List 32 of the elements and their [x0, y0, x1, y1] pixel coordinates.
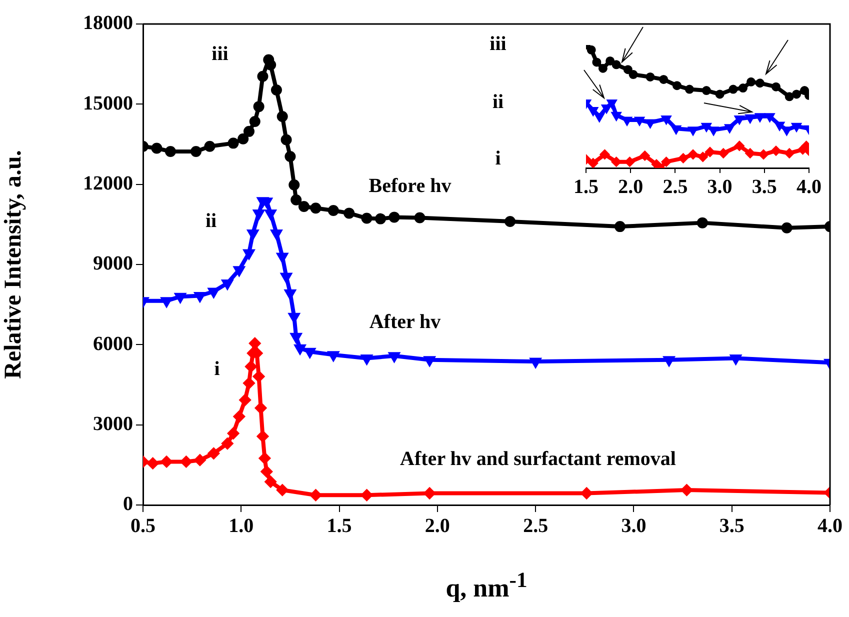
y-tick-label: 15000: [83, 92, 133, 114]
annotation: After hv: [369, 311, 441, 334]
x-axis-title: q, nm$^{-1}$: [444, 568, 528, 604]
x-tick-label: 3.0: [621, 515, 646, 538]
x-tick-label: 3.5: [752, 176, 777, 198]
annotation: Before hv: [368, 175, 452, 198]
y-tick-label: 9000: [93, 252, 133, 275]
annotation: iii: [490, 33, 507, 56]
annotation: After hv and surfactant removal: [400, 448, 676, 470]
annotation: ii: [492, 90, 504, 113]
annotation: iii: [212, 43, 229, 66]
x-tick-label: 1.5: [574, 176, 598, 198]
x-tick-label: 2.0: [424, 515, 450, 538]
annotation: i: [214, 358, 220, 380]
y-tick-label: 12000: [83, 172, 133, 195]
x-tick-label: 3.0: [707, 176, 732, 198]
y-tick-label: 6000: [93, 332, 133, 355]
x-tick-label: 4.0: [796, 176, 822, 198]
annotation: ii: [205, 210, 217, 232]
x-tick-label: 1.5: [326, 515, 352, 538]
x-tick-label: 0.5: [130, 515, 156, 538]
x-tick-label: 4.0: [818, 515, 842, 538]
y-tick-label: 3000: [93, 413, 133, 436]
x-tick-label: 2.5: [662, 176, 688, 198]
annotation: i: [495, 148, 502, 170]
x-tick-label: 2.0: [618, 176, 644, 198]
x-tick-label: 2.5: [523, 515, 548, 538]
y-tick-label: 0: [123, 493, 133, 516]
y-axis-title: Relative Intensity, a.u.: [0, 150, 27, 379]
x-tick-label: 3.5: [719, 515, 744, 538]
x-tick-label: 1.0: [228, 515, 254, 538]
y-tick-label: 18000: [83, 12, 133, 34]
